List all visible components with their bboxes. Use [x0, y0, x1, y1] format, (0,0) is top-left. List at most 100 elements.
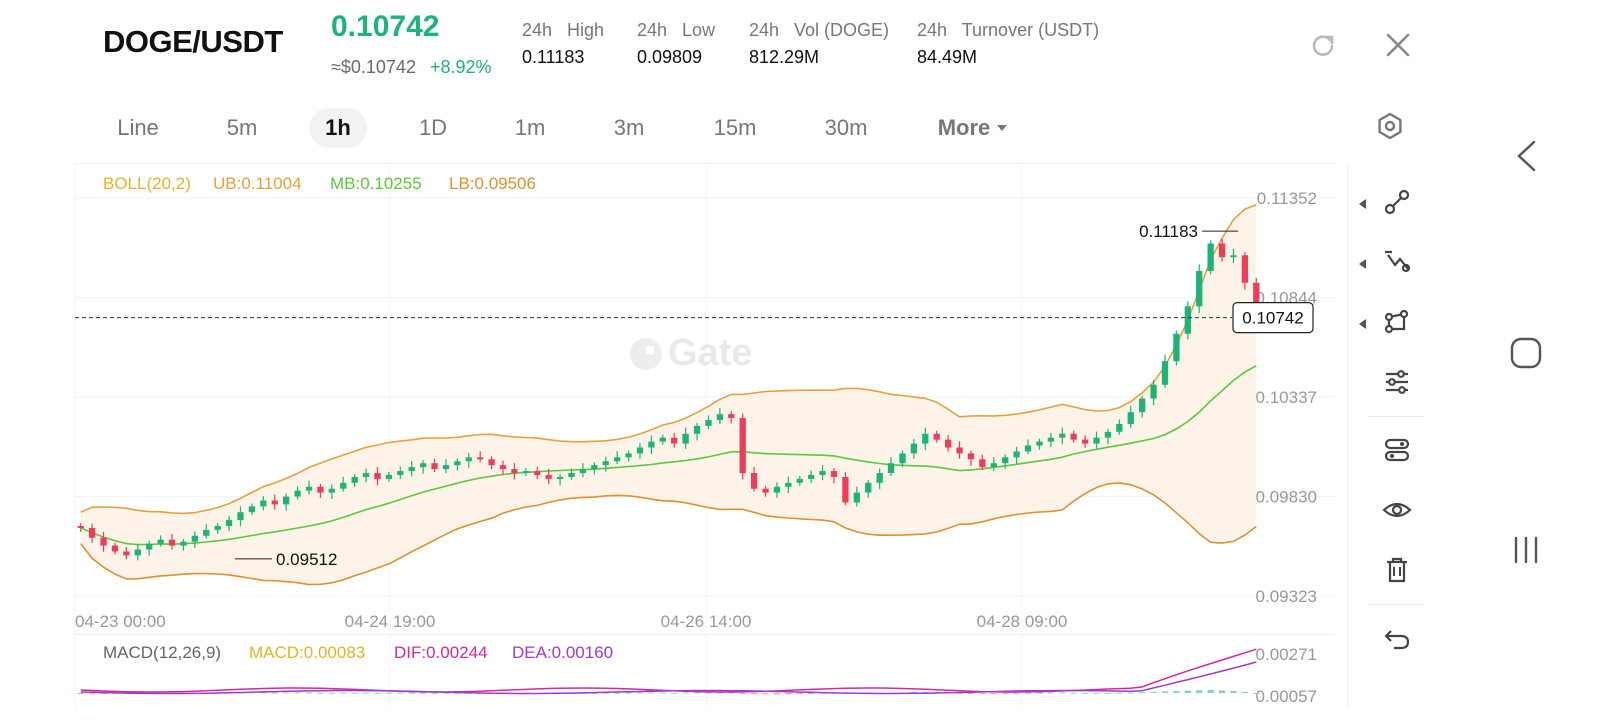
candle-up — [419, 463, 427, 468]
candle-down — [979, 459, 986, 468]
expand-arrow-icon[interactable] — [1359, 196, 1367, 214]
candle-down — [545, 474, 552, 479]
tab-15m[interactable]: 15m — [713, 115, 757, 140]
tab-30m[interactable]: 30m — [824, 115, 868, 140]
tab-1d[interactable]: 1D — [418, 115, 448, 140]
macd-histogram-bar — [305, 692, 313, 694]
candle-up — [180, 541, 187, 546]
candle-up — [659, 437, 666, 442]
x-axis-tick: 04-26 14:00 — [661, 612, 752, 631]
undo-icon[interactable] — [1377, 618, 1417, 658]
tab-3m[interactable]: 3m — [613, 115, 645, 140]
x-axis-tick: 04-23 00:00 — [75, 612, 166, 631]
expand-arrow-icon[interactable] — [1359, 316, 1367, 334]
last-price-box — [1232, 302, 1314, 334]
more-timeframes-button[interactable]: More — [930, 108, 1016, 148]
macd-histogram-bar — [362, 692, 370, 694]
macd-histogram-bar — [283, 692, 290, 694]
candle-up — [465, 457, 472, 462]
candle-up — [260, 500, 267, 507]
expand-arrow-icon[interactable] — [1359, 256, 1367, 274]
caret-down-icon — [997, 125, 1008, 131]
candle-up — [1230, 255, 1237, 258]
shape-tool-icon[interactable] — [1377, 302, 1417, 342]
line-tool-icon[interactable] — [1377, 182, 1417, 222]
candle-up — [1207, 243, 1214, 271]
recents-nav-icon[interactable] — [1506, 530, 1546, 570]
visibility-icon[interactable] — [1377, 490, 1417, 530]
x-axis-tick: 04-24 19:00 — [345, 612, 436, 631]
boll-lower-line — [80, 482, 1257, 586]
candle-down — [728, 414, 735, 419]
candle-up — [203, 529, 210, 536]
tab-line[interactable]: Line — [117, 115, 159, 140]
refresh-icon[interactable] — [1305, 27, 1341, 63]
candle-down — [477, 457, 484, 460]
macd-histogram-bar — [922, 691, 929, 693]
candle-up — [568, 473, 575, 477]
price-change: +8.92% — [430, 57, 492, 77]
gate-logo-icon — [630, 337, 662, 370]
macd-histogram-bar — [271, 692, 278, 694]
macd-histogram-bar — [671, 692, 678, 694]
indicator-settings-icon[interactable] — [1377, 362, 1417, 402]
dea-value: DEA:0.00160 — [512, 643, 614, 662]
candle-up — [157, 539, 164, 544]
y-axis-tick: 0.10337 — [1256, 388, 1317, 407]
chart-top-border — [75, 163, 1335, 164]
macd-histogram-bar — [100, 693, 107, 694]
y-axis-tick: 0.09323 — [1256, 587, 1317, 606]
macd-histogram-bar — [808, 693, 815, 694]
candle-up — [716, 414, 723, 421]
gate-watermark: Gate — [628, 332, 752, 375]
stat-turnover-label: 24h Turnover (USDT) — [917, 20, 1100, 40]
chart-grid: 0.113520.108440.103370.098300.0932304-23… — [74, 163, 1335, 708]
candle-up — [808, 474, 815, 479]
candle-up — [1127, 412, 1134, 424]
macd-histogram-bar — [625, 692, 632, 694]
macd-histogram-bar — [442, 692, 450, 694]
macd-histogram-bar — [659, 692, 666, 694]
trend-tool-icon[interactable] — [1377, 242, 1417, 282]
home-nav-icon[interactable] — [1506, 333, 1546, 373]
macd-histogram-bar — [1230, 690, 1237, 693]
chart-annotations: 0.10742 0.11183 0.09512 — [75, 222, 1314, 569]
macd-histogram-bar — [762, 693, 769, 695]
tab-5m[interactable]: 5m — [226, 115, 258, 140]
tab-1m[interactable]: 1m — [514, 115, 546, 140]
pair-title: DOGE/USDT — [103, 24, 283, 59]
close-icon[interactable] — [1380, 27, 1416, 63]
macd-value: MACD:0.00083 — [249, 643, 366, 662]
candle-up — [1184, 306, 1191, 334]
candle-up — [773, 486, 781, 493]
candle-down — [956, 447, 963, 454]
candle-down — [511, 469, 518, 474]
delete-icon[interactable] — [1377, 550, 1417, 590]
candle-up — [1116, 423, 1123, 432]
compare-icon[interactable] — [1377, 430, 1417, 470]
macd-histogram-bar — [614, 692, 621, 694]
macd-histogram-bar — [1218, 690, 1226, 693]
macd-histogram-bar — [990, 693, 997, 694]
candle-down — [1218, 243, 1226, 258]
macd-top-border — [75, 634, 1335, 635]
low-label: 0.09512 — [276, 550, 337, 569]
macd-panel: 0.00271 0.00057 — [77, 645, 1317, 706]
candle-up — [648, 441, 655, 448]
macd-histogram-bar — [796, 693, 803, 695]
candle-up — [522, 471, 529, 474]
candle-up — [682, 433, 689, 444]
toolbar-divider — [1368, 416, 1424, 417]
candle-up — [362, 473, 370, 477]
macd-histogram-bar — [682, 692, 689, 694]
macd-histogram-bar — [979, 693, 986, 694]
candle-down — [750, 473, 758, 489]
chart-settings-icon[interactable] — [1372, 108, 1408, 144]
candle-up — [636, 447, 644, 454]
candle-down — [1081, 439, 1089, 444]
tab-1h[interactable]: 1h — [309, 108, 367, 148]
back-nav-icon[interactable] — [1506, 136, 1546, 176]
candle-up — [853, 492, 860, 503]
stat-turnover-value: 84.49M — [917, 47, 978, 67]
